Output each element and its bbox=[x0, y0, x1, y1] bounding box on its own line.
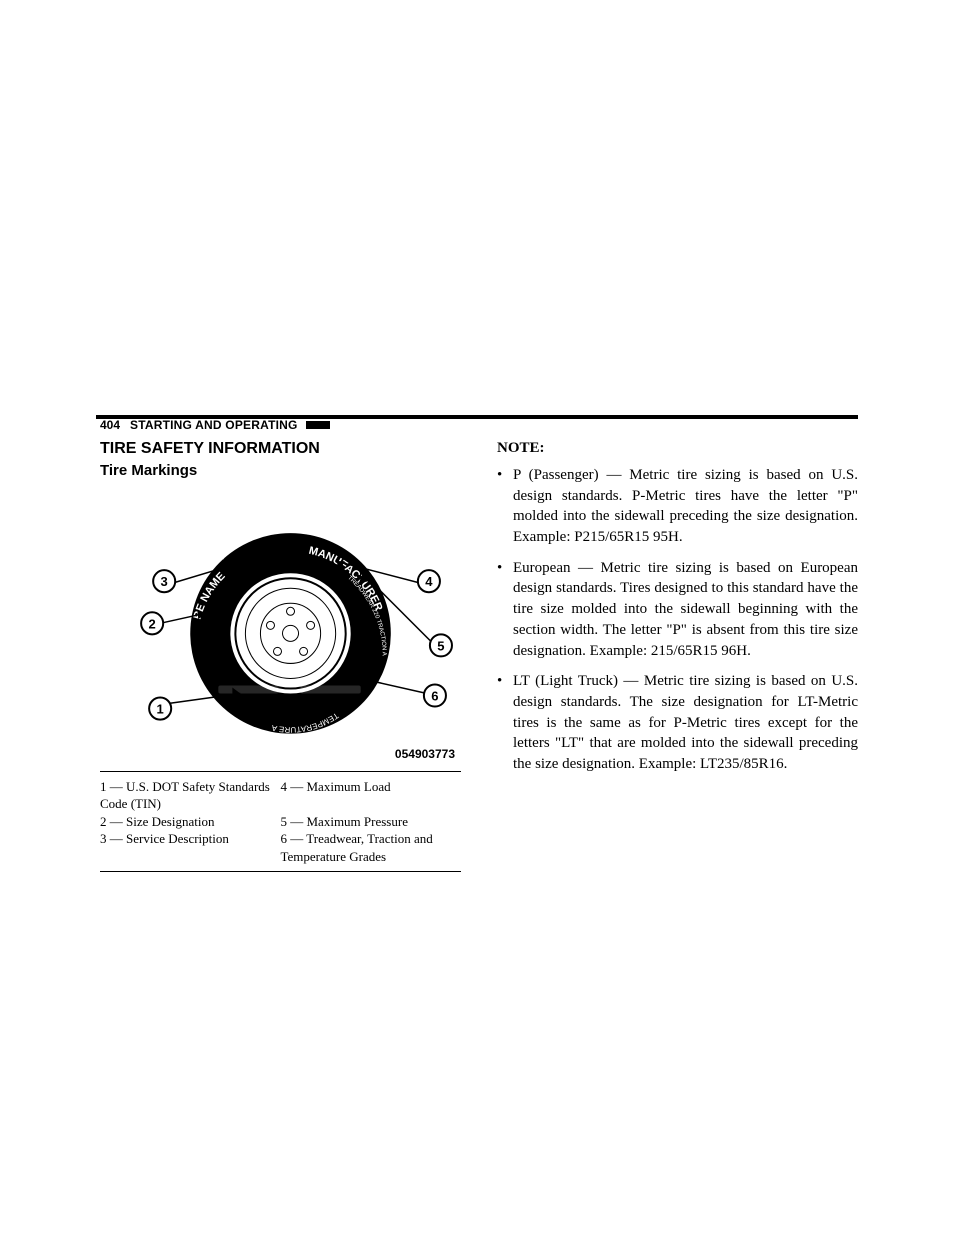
figure-id: 054903773 bbox=[100, 747, 461, 761]
note-label: NOTE: bbox=[497, 440, 858, 457]
note-bullet-list: P (Passenger) — Metric tire sizing is ba… bbox=[497, 465, 858, 775]
left-column: TIRE SAFETY INFORMATION Tire Markings bbox=[100, 440, 461, 872]
heading-tire-markings: Tire Markings bbox=[100, 462, 461, 479]
page-header: 404 STARTING AND OPERATING bbox=[100, 418, 858, 432]
bullet-european: European — Metric tire sizing is based o… bbox=[497, 558, 858, 661]
callout-4: 4 bbox=[425, 574, 433, 589]
legend-6: 6 — Treadwear, Traction and Temperature … bbox=[281, 830, 462, 865]
right-column: NOTE: P (Passenger) — Metric tire sizing… bbox=[497, 440, 858, 872]
callout-1: 1 bbox=[157, 702, 164, 717]
legend-3: 3 — Service Description bbox=[100, 830, 281, 848]
callout-3: 3 bbox=[161, 574, 168, 589]
bullet-p-metric: P (Passenger) — Metric tire sizing is ba… bbox=[497, 465, 858, 548]
legend-5: 5 — Maximum Pressure bbox=[281, 813, 462, 831]
heading-tire-safety: TIRE SAFETY INFORMATION bbox=[100, 440, 461, 458]
callout-5: 5 bbox=[437, 638, 444, 653]
header-rule bbox=[96, 415, 858, 419]
legend-2: 2 — Size Designation bbox=[100, 813, 281, 831]
section-name: STARTING AND OPERATING bbox=[130, 418, 298, 432]
tire-figure: P215/65R15 95H MANUFACTURER RE NAME TEMP… bbox=[100, 503, 461, 761]
callout-2: 2 bbox=[149, 616, 156, 631]
bullet-lt-metric: LT (Light Truck) — Metric tire sizing is… bbox=[497, 671, 858, 774]
callout-6: 6 bbox=[431, 689, 438, 704]
page-number: 404 bbox=[100, 418, 120, 432]
page: 404 STARTING AND OPERATING TIRE SAFETY I… bbox=[0, 0, 954, 1235]
header-bar-icon bbox=[306, 421, 330, 429]
figure-legend: 1 — U.S. DOT Safety Standards Code (TIN)… bbox=[100, 771, 461, 873]
tire-diagram-svg: P215/65R15 95H MANUFACTURER RE NAME TEMP… bbox=[100, 503, 461, 744]
legend-1: 1 — U.S. DOT Safety Standards Code (TIN) bbox=[100, 778, 281, 813]
content-columns: TIRE SAFETY INFORMATION Tire Markings bbox=[100, 440, 858, 872]
legend-4: 4 — Maximum Load bbox=[281, 778, 462, 813]
